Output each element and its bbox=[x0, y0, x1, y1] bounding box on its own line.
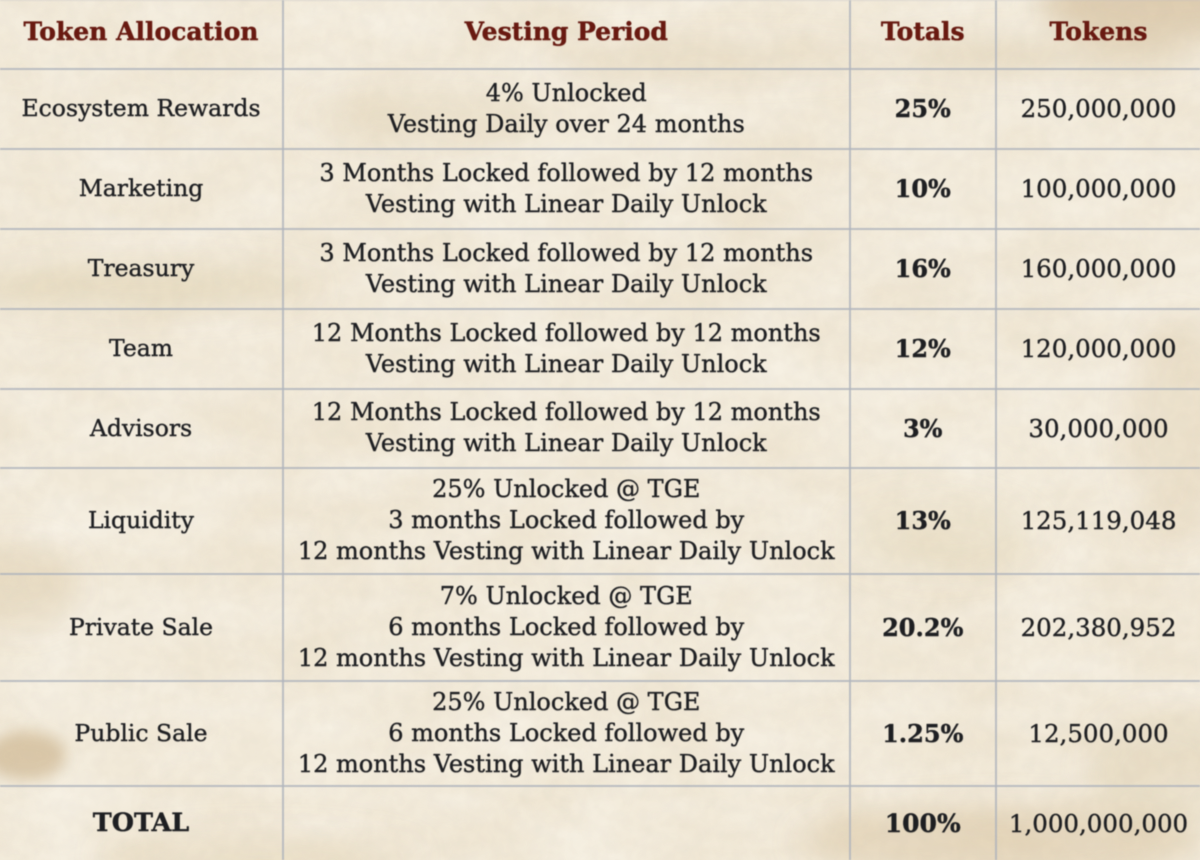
table-header-row: Token Allocation Vesting Period Totals T… bbox=[0, 0, 1200, 70]
allocation-name: Team bbox=[0, 307, 284, 390]
total-percent: 25% bbox=[849, 67, 997, 150]
vesting-line: 3 Months Locked followed by 12 months bbox=[319, 158, 814, 187]
allocation-name: Private Sale bbox=[0, 572, 284, 682]
total-percent: 20.2% bbox=[849, 572, 997, 682]
vesting-line: 25% Unlocked @ TGE bbox=[432, 475, 701, 504]
total-percent: 16% bbox=[849, 227, 997, 310]
vesting-line: 12 months Vesting with Linear Daily Unlo… bbox=[297, 749, 835, 778]
allocation-name: TOTAL bbox=[0, 784, 284, 860]
vesting-line: Vesting Daily over 24 months bbox=[387, 109, 745, 138]
vesting-period: 3 Months Locked followed by 12 months Ve… bbox=[283, 147, 851, 230]
vesting-line: Vesting with Linear Daily Unlock bbox=[365, 349, 767, 378]
vesting-line: 7% Unlocked @ TGE bbox=[439, 581, 693, 610]
total-percent: 10% bbox=[849, 147, 997, 230]
vesting-period: 12 Months Locked followed by 12 months V… bbox=[283, 387, 851, 469]
allocation-name: Marketing bbox=[0, 147, 284, 230]
vesting-line: 12 Months Locked followed by 12 months bbox=[311, 398, 821, 427]
vesting-line: 12 months Vesting with Linear Daily Unlo… bbox=[297, 537, 835, 566]
table-row-team: Team 12 Months Locked followed by 12 mon… bbox=[0, 307, 1200, 390]
token-amount: 120,000,000 bbox=[996, 307, 1200, 390]
allocation-name: Ecosystem Rewards bbox=[0, 67, 284, 150]
total-percent: 100% bbox=[849, 784, 997, 860]
table-row-marketing: Marketing 3 Months Locked followed by 12… bbox=[0, 147, 1200, 230]
vesting-line: Vesting with Linear Daily Unlock bbox=[365, 189, 767, 218]
table-row-private-sale: Private Sale 7% Unlocked @ TGE 6 months … bbox=[0, 572, 1200, 682]
vesting-line: 3 months Locked followed by bbox=[388, 506, 745, 535]
vesting-period: 4% Unlocked Vesting Daily over 24 months bbox=[283, 67, 851, 150]
vesting-period: 25% Unlocked @ TGE 3 months Locked follo… bbox=[283, 466, 851, 575]
token-amount: 1,000,000,000 bbox=[996, 784, 1200, 860]
vesting-line: 25% Unlocked @ TGE bbox=[432, 687, 701, 716]
vesting-line: 6 months Locked followed by bbox=[388, 612, 745, 641]
table-row-total: TOTAL 100% 1,000,000,000 bbox=[0, 784, 1200, 860]
vesting-line: 12 months Vesting with Linear Daily Unlo… bbox=[297, 643, 835, 672]
header-vesting-period: Vesting Period bbox=[283, 0, 851, 70]
token-amount: 12,500,000 bbox=[996, 679, 1200, 787]
token-amount: 250,000,000 bbox=[996, 67, 1200, 150]
vesting-period: 12 Months Locked followed by 12 months V… bbox=[283, 307, 851, 390]
token-amount: 30,000,000 bbox=[996, 387, 1200, 469]
header-totals: Totals bbox=[849, 0, 997, 70]
table-row-treasury: Treasury 3 Months Locked followed by 12 … bbox=[0, 227, 1200, 310]
allocation-name: Liquidity bbox=[0, 466, 284, 575]
vesting-line: Vesting with Linear Daily Unlock bbox=[365, 429, 767, 458]
allocation-name: Public Sale bbox=[0, 679, 284, 787]
total-percent: 1.25% bbox=[849, 679, 997, 787]
vesting-line: 12 Months Locked followed by 12 months bbox=[311, 318, 821, 347]
header-token-allocation: Token Allocation bbox=[0, 0, 284, 70]
table-row-ecosystem-rewards: Ecosystem Rewards 4% Unlocked Vesting Da… bbox=[0, 67, 1200, 150]
vesting-line: 4% Unlocked bbox=[485, 78, 647, 107]
table-row-liquidity: Liquidity 25% Unlocked @ TGE 3 months Lo… bbox=[0, 466, 1200, 575]
vesting-period: 7% Unlocked @ TGE 6 months Locked follow… bbox=[283, 572, 851, 682]
vesting-line: 6 months Locked followed by bbox=[388, 718, 745, 747]
vesting-period: 3 Months Locked followed by 12 months Ve… bbox=[283, 227, 851, 310]
token-amount: 125,119,048 bbox=[996, 466, 1200, 575]
allocation-name: Treasury bbox=[0, 227, 284, 310]
token-amount: 160,000,000 bbox=[996, 227, 1200, 310]
token-amount: 202,380,952 bbox=[996, 572, 1200, 682]
allocation-name: Advisors bbox=[0, 387, 284, 469]
vesting-period: 25% Unlocked @ TGE 6 months Locked follo… bbox=[283, 679, 851, 787]
header-tokens: Tokens bbox=[996, 0, 1200, 70]
table-row-public-sale: Public Sale 25% Unlocked @ TGE 6 months … bbox=[0, 679, 1200, 787]
vesting-line: Vesting with Linear Daily Unlock bbox=[365, 269, 767, 298]
total-percent: 13% bbox=[849, 466, 997, 575]
vesting-line: 3 Months Locked followed by 12 months bbox=[319, 238, 814, 267]
total-percent: 12% bbox=[849, 307, 997, 390]
vesting-period-empty bbox=[283, 784, 851, 860]
total-percent: 3% bbox=[849, 387, 997, 469]
token-amount: 100,000,000 bbox=[996, 147, 1200, 230]
table-row-advisors: Advisors 12 Months Locked followed by 12… bbox=[0, 387, 1200, 469]
